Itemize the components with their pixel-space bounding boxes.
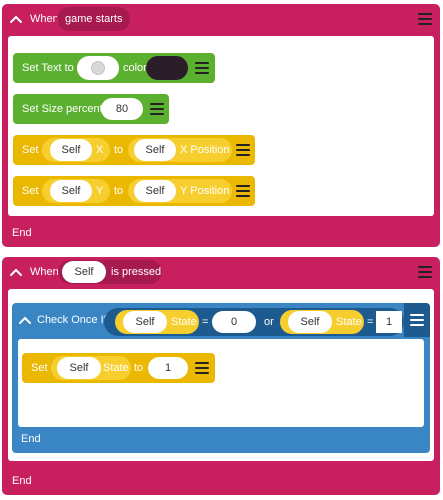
trigger-pill[interactable]: game starts	[57, 7, 131, 31]
or-label: or	[264, 316, 274, 328]
menu-icon[interactable]	[150, 103, 164, 115]
axis-label: X	[96, 144, 104, 156]
object-pill[interactable]: Self	[57, 357, 101, 379]
collapse-caret-icon[interactable]	[8, 264, 24, 280]
size-percent-input[interactable]: 80	[101, 98, 143, 120]
menu-icon[interactable]	[418, 13, 432, 25]
check-body: Set Self State to 1	[18, 339, 424, 427]
set-x-position-block[interactable]: Set Self X to Self X Position	[13, 135, 255, 165]
right-value-input[interactable]: 1	[376, 311, 402, 333]
color-swatch[interactable]	[146, 56, 188, 80]
trigger-selector[interactable]: Self is pressed	[58, 260, 162, 284]
property-label: State	[171, 316, 197, 328]
property-label: X Position	[180, 144, 230, 156]
end-label: End	[12, 227, 32, 239]
when-label: When	[30, 13, 59, 25]
event-header: When game starts	[2, 4, 440, 34]
end-label: End	[21, 433, 41, 445]
object-pill[interactable]: Self	[123, 311, 167, 333]
to-label: to	[114, 144, 124, 156]
menu-icon[interactable]	[195, 362, 209, 374]
object-selector[interactable]: Self Y	[42, 179, 110, 203]
object-selector[interactable]: Self State	[51, 356, 131, 380]
set-label: Set	[31, 362, 48, 374]
equals-operator: =	[367, 316, 374, 328]
menu-icon[interactable]	[195, 62, 209, 74]
right-condition-selector[interactable]: Self State	[280, 310, 364, 334]
set-text-label: Set Text to	[22, 62, 74, 74]
end-label: End	[12, 475, 32, 487]
set-y-position-block[interactable]: Set Self Y to Self Y Position	[13, 176, 255, 206]
equals-operator: =	[202, 316, 209, 328]
object-pill[interactable]: Self	[50, 180, 92, 202]
event-body: Set Text to color Set Size percent 80 Se…	[8, 36, 434, 216]
toggle-knob	[91, 61, 105, 75]
trigger-label: is pressed	[111, 266, 162, 278]
set-size-block[interactable]: Set Size percent 80	[13, 94, 169, 124]
to-label: to	[134, 362, 144, 374]
object-pill[interactable]: Self	[62, 261, 106, 283]
text-value-toggle[interactable]	[77, 56, 119, 80]
property-label: State	[103, 362, 129, 374]
menu-icon[interactable]	[418, 266, 432, 278]
menu-icon[interactable]	[410, 314, 424, 326]
axis-label: Y	[96, 185, 104, 197]
collapse-caret-icon[interactable]	[8, 11, 24, 27]
condition-wrapper[interactable]: Self State = 0 or Self State = 1	[104, 308, 404, 336]
set-state-block[interactable]: Set Self State to 1	[22, 353, 215, 383]
check-menu-container	[404, 303, 430, 337]
menu-icon[interactable]	[236, 144, 250, 156]
object-pill[interactable]: Self	[288, 311, 332, 333]
property-label: State	[336, 316, 362, 328]
property-label: Y Position	[180, 185, 230, 197]
check-header: Check Once If Self State = 0 or Self Sta…	[12, 303, 430, 337]
object-selector[interactable]: Self X	[42, 138, 110, 162]
left-value-input[interactable]: 0	[212, 311, 256, 333]
to-label: to	[114, 185, 124, 197]
state-value-input[interactable]: 1	[148, 357, 188, 379]
set-text-block[interactable]: Set Text to color	[13, 53, 215, 83]
source-pill[interactable]: Self	[134, 180, 176, 202]
set-size-label: Set Size percent	[22, 103, 103, 115]
menu-icon[interactable]	[236, 185, 250, 197]
check-label: Check Once If	[37, 314, 107, 326]
set-label: Set	[22, 144, 39, 156]
event-header: When Self is pressed	[2, 257, 440, 287]
event-when-game-starts: When game starts Set Text to color Set S…	[2, 4, 440, 247]
check-once-if-block[interactable]: Check Once If Self State = 0 or Self Sta…	[12, 303, 430, 453]
when-label: When	[30, 266, 59, 278]
object-pill[interactable]: Self	[50, 139, 92, 161]
color-label: color	[123, 62, 147, 74]
source-pill[interactable]: Self	[134, 139, 176, 161]
collapse-caret-icon[interactable]	[17, 312, 33, 328]
left-condition-selector[interactable]: Self State	[115, 310, 199, 334]
source-selector[interactable]: Self X Position	[128, 138, 232, 162]
source-selector[interactable]: Self Y Position	[128, 179, 232, 203]
set-label: Set	[22, 185, 39, 197]
